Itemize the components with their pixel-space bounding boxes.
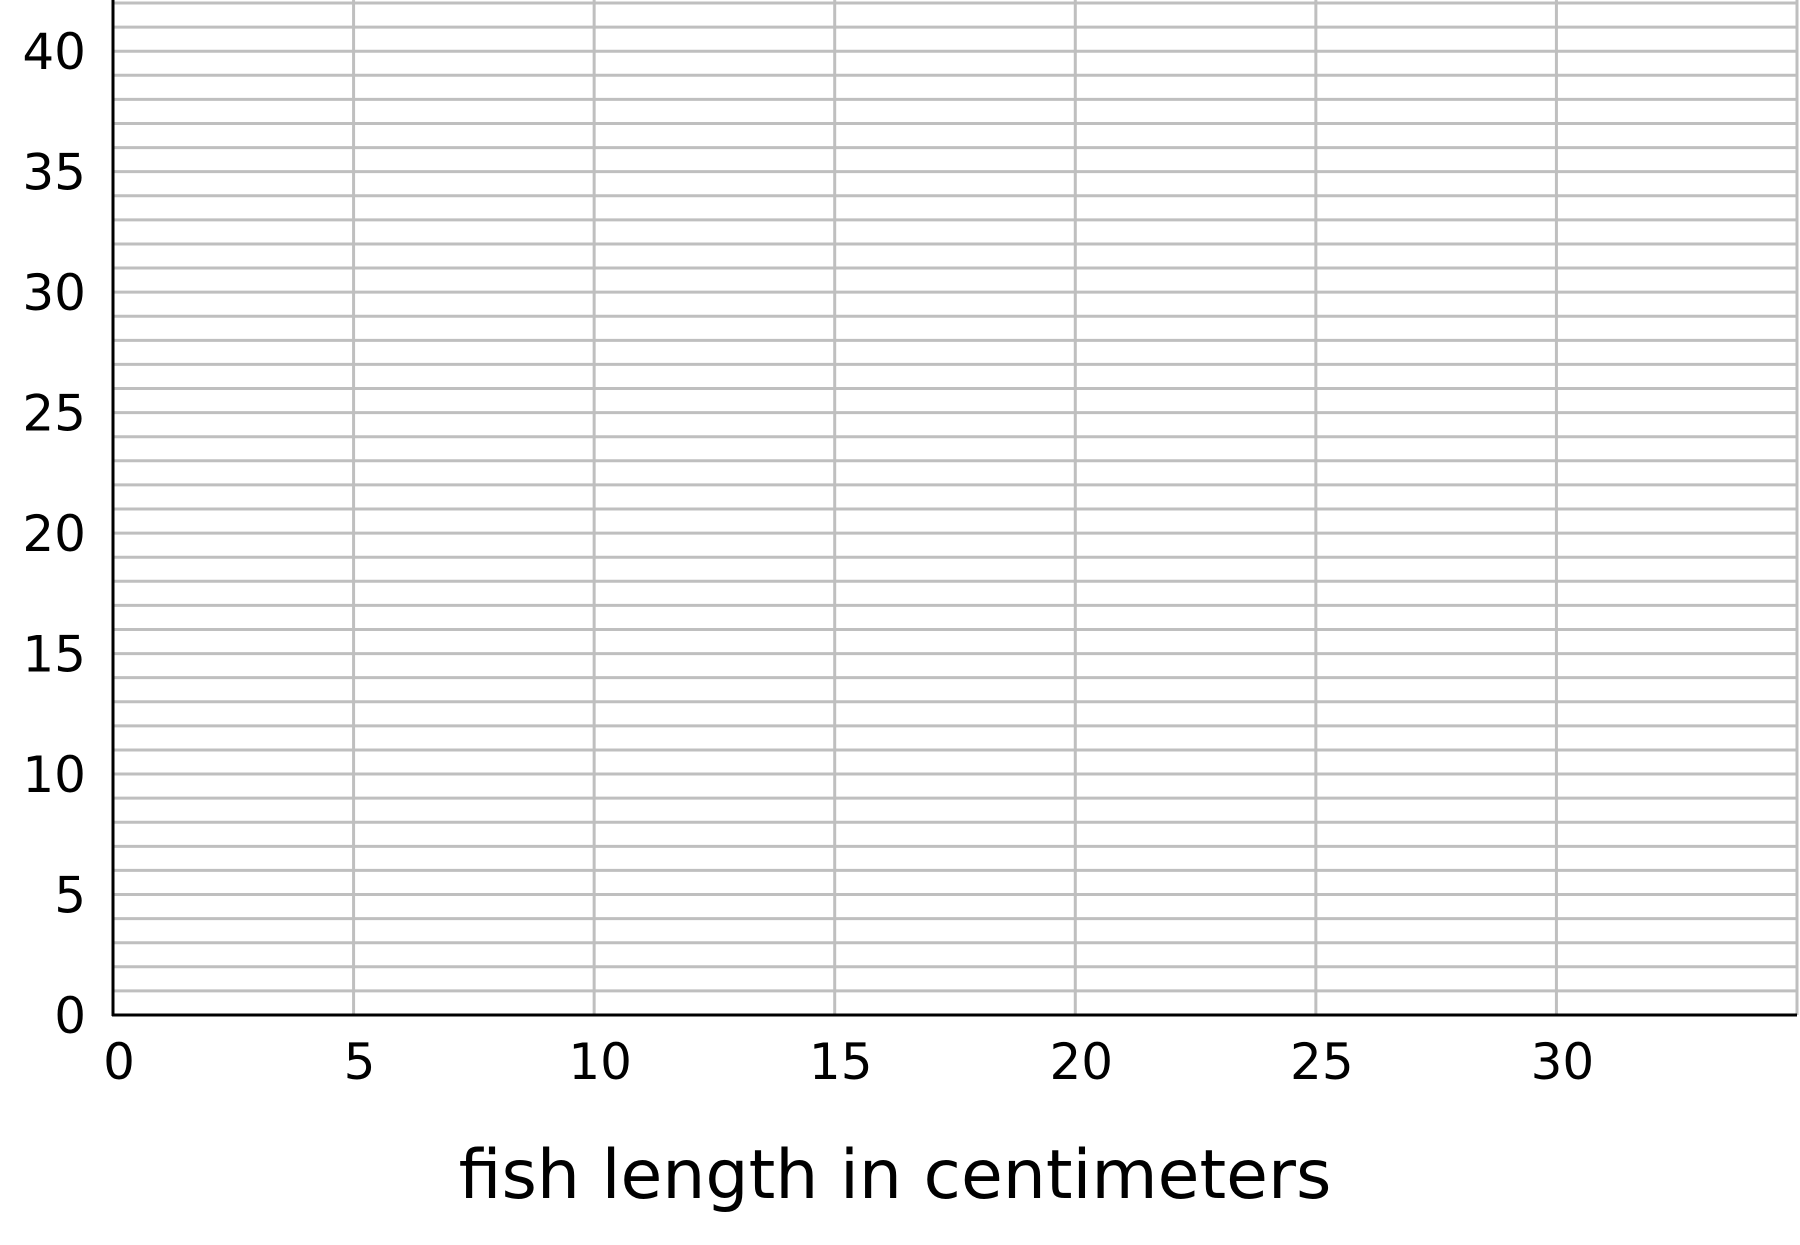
- x-tick-label: 25: [1290, 1033, 1354, 1091]
- x-tick-label: 10: [568, 1033, 632, 1091]
- y-tick-label: 0: [54, 987, 86, 1045]
- x-tick-label: 30: [1531, 1033, 1595, 1091]
- y-tick-label: 40: [22, 23, 86, 81]
- grid: [113, 0, 1799, 1015]
- y-tick-label: 35: [22, 144, 86, 202]
- axes: [111, 0, 1797, 1017]
- y-tick-label: 15: [22, 626, 86, 684]
- y-tick-label: 10: [22, 746, 86, 804]
- y-tick-label: 20: [22, 505, 86, 563]
- y-tick-label: 25: [22, 385, 86, 443]
- x-axis-label: fish length in centimeters: [459, 1136, 1332, 1215]
- tick-labels: 0 5 10 15 20 25 30 0 5 10 15 20 25 30 35 40: [22, 23, 1594, 1091]
- x-tick-label: 20: [1049, 1033, 1113, 1091]
- x-tick-label: 5: [344, 1033, 376, 1091]
- y-tick-label: 30: [22, 264, 86, 322]
- x-tick-label: 15: [809, 1033, 873, 1091]
- x-tick-label: 0: [103, 1033, 135, 1091]
- y-tick-label: 5: [54, 867, 86, 925]
